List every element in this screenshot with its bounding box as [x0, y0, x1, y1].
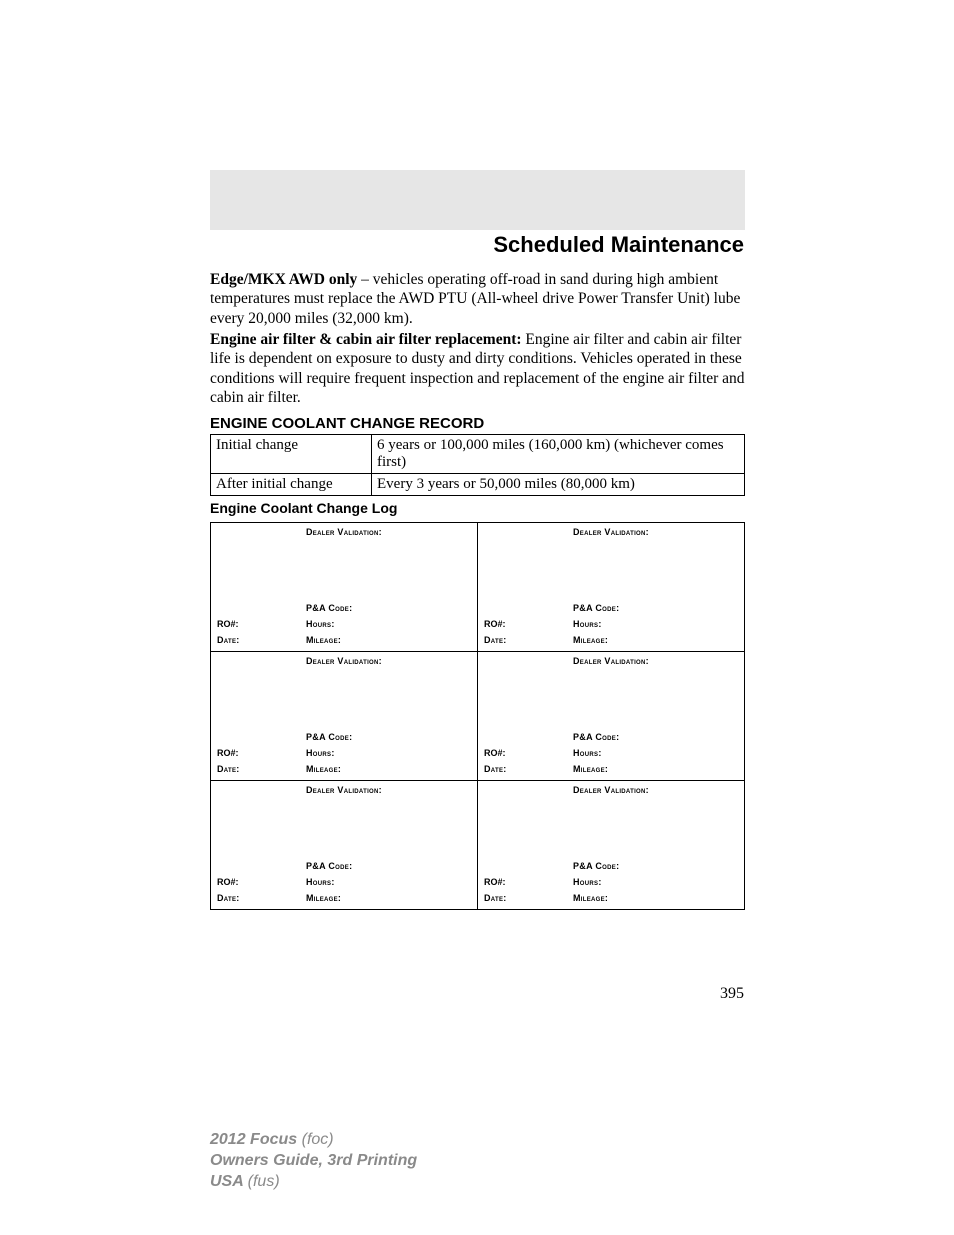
p2-bold: Engine air filter & cabin air filter rep…	[210, 331, 522, 348]
log-cell: Dealer Validation: P&A Code: RO#: Hours:…	[478, 523, 745, 652]
coolant-log-table: Dealer Validation: P&A Code: RO#: Hours:…	[210, 522, 745, 910]
heading-coolant-record: ENGINE COOLANT CHANGE RECORD	[210, 415, 484, 432]
record-label: Initial change	[211, 435, 372, 474]
label-date: Date:	[484, 764, 507, 774]
label-dealer-validation: Dealer Validation:	[306, 785, 382, 795]
label-pa-code: P&A Code:	[306, 603, 352, 613]
log-cell: Dealer Validation: P&A Code: RO#: Hours:…	[478, 652, 745, 781]
footer-line3b: (fus)	[248, 1173, 280, 1190]
label-mileage: Mileage:	[573, 893, 608, 903]
label-mileage: Mileage:	[306, 893, 341, 903]
label-ro: RO#:	[217, 877, 239, 887]
log-cell: Dealer Validation: P&A Code: RO#: Hours:…	[478, 781, 745, 910]
label-hours: Hours:	[306, 748, 335, 758]
label-hours: Hours:	[573, 877, 602, 887]
p1-bold: Edge/MKX AWD only	[210, 271, 357, 288]
label-date: Date:	[217, 764, 240, 774]
paragraph-air-filter: Engine air filter & cabin air filter rep…	[210, 330, 745, 408]
page: Scheduled Maintenance Edge/MKX AWD only …	[0, 0, 954, 1235]
table-row: Initial change 6 years or 100,000 miles …	[211, 435, 745, 474]
log-cell: Dealer Validation: P&A Code: RO#: Hours:…	[211, 781, 478, 910]
coolant-record-table: Initial change 6 years or 100,000 miles …	[210, 434, 745, 496]
label-pa-code: P&A Code:	[306, 732, 352, 742]
header-band	[210, 170, 745, 230]
label-date: Date:	[484, 635, 507, 645]
label-hours: Hours:	[573, 619, 602, 629]
footer: 2012 Focus (foc) Owners Guide, 3rd Print…	[210, 1130, 417, 1192]
section-title: Scheduled Maintenance	[493, 232, 744, 258]
label-pa-code: P&A Code:	[573, 732, 619, 742]
label-date: Date:	[217, 893, 240, 903]
record-label: After initial change	[211, 474, 372, 496]
label-hours: Hours:	[573, 748, 602, 758]
label-dealer-validation: Dealer Validation:	[306, 656, 382, 666]
log-cell: Dealer Validation: P&A Code: RO#: Hours:…	[211, 652, 478, 781]
label-mileage: Mileage:	[573, 764, 608, 774]
label-hours: Hours:	[306, 877, 335, 887]
label-ro: RO#:	[484, 748, 506, 758]
paragraph-edge-mkx: Edge/MKX AWD only – vehicles operating o…	[210, 270, 745, 328]
label-ro: RO#:	[484, 619, 506, 629]
table-row: After initial change Every 3 years or 50…	[211, 474, 745, 496]
label-hours: Hours:	[306, 619, 335, 629]
label-pa-code: P&A Code:	[573, 861, 619, 871]
label-ro: RO#:	[217, 619, 239, 629]
label-dealer-validation: Dealer Validation:	[573, 527, 649, 537]
log-cell: Dealer Validation: P&A Code: RO#: Hours:…	[211, 523, 478, 652]
record-value: 6 years or 100,000 miles (160,000 km) (w…	[372, 435, 745, 474]
label-ro: RO#:	[217, 748, 239, 758]
label-pa-code: P&A Code:	[573, 603, 619, 613]
record-value: Every 3 years or 50,000 miles (80,000 km…	[372, 474, 745, 496]
label-dealer-validation: Dealer Validation:	[573, 785, 649, 795]
page-number: 395	[720, 985, 744, 1003]
label-date: Date:	[217, 635, 240, 645]
label-dealer-validation: Dealer Validation:	[573, 656, 649, 666]
footer-line1b: (foc)	[302, 1131, 334, 1148]
label-ro: RO#:	[484, 877, 506, 887]
label-pa-code: P&A Code:	[306, 861, 352, 871]
label-mileage: Mileage:	[573, 635, 608, 645]
footer-line3a: USA	[210, 1173, 248, 1190]
label-dealer-validation: Dealer Validation:	[306, 527, 382, 537]
label-mileage: Mileage:	[306, 635, 341, 645]
label-date: Date:	[484, 893, 507, 903]
footer-line2: Owners Guide, 3rd Printing	[210, 1152, 417, 1169]
heading-coolant-log: Engine Coolant Change Log	[210, 500, 397, 516]
label-mileage: Mileage:	[306, 764, 341, 774]
footer-line1a: 2012 Focus	[210, 1131, 302, 1148]
